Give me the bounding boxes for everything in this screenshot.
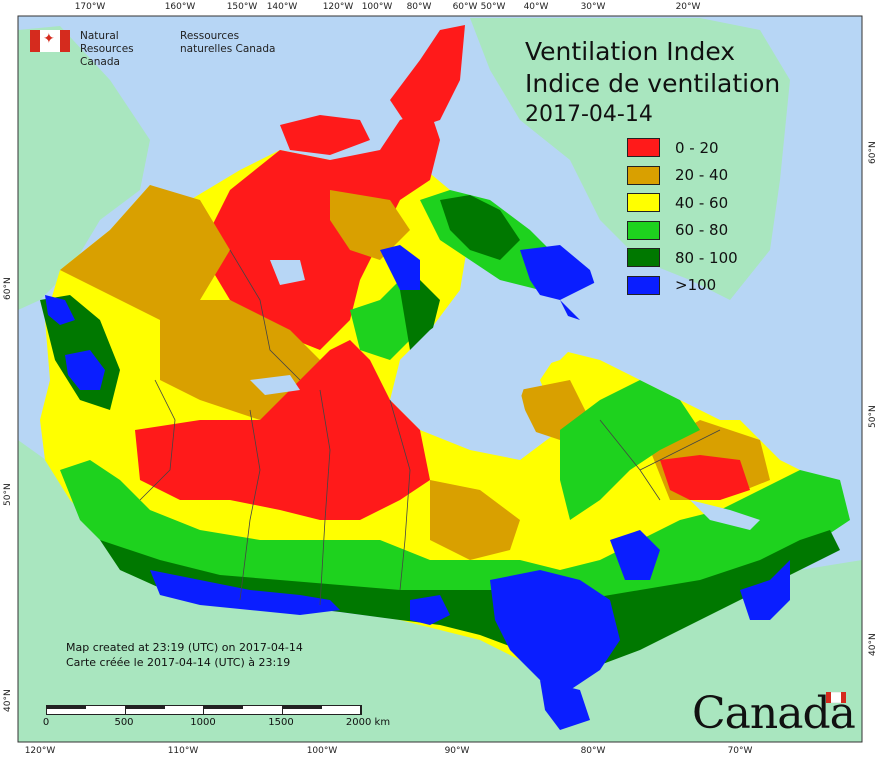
graticule-label: 80°W — [580, 746, 606, 756]
graticule-label: 40°N — [3, 689, 13, 712]
zone-ontario-blue — [490, 570, 620, 690]
legend-item: 0 - 20 — [627, 134, 738, 162]
zone-kitikmeot-orange — [330, 190, 410, 260]
zone-southampton-blue — [380, 245, 420, 290]
hudson-bay — [395, 290, 580, 460]
scale-bar-label: 0 — [42, 717, 50, 728]
nrcan-logo: Natural Resources Canada Ressources natu… — [30, 30, 290, 69]
graticule-label: 80°W — [406, 2, 432, 12]
zone-alaska-blue — [45, 295, 75, 325]
great-bear-lake — [270, 260, 305, 285]
legend-item: 20 - 40 — [627, 162, 738, 190]
graticule-label: 140°W — [266, 2, 298, 12]
zone-ellesmere-red — [390, 25, 465, 130]
zone-quebec-blue — [610, 530, 660, 580]
legend: 0 - 20 20 - 40 40 - 60 60 - 80 80 - 100 >100 — [627, 134, 738, 299]
scale-bar-graphic — [46, 705, 362, 715]
legend-swatch — [627, 165, 660, 185]
map-credits: Map created at 23:19 (UTC) on 2017-04-14… — [66, 640, 303, 670]
zone-arctic-red — [200, 110, 440, 350]
graticule-label: 40°N — [868, 633, 878, 656]
legend-swatch — [627, 248, 660, 268]
canada-ventilation-zones — [40, 25, 850, 730]
scale-bar-label: 500 — [114, 717, 134, 728]
zone-great-lakes-blue — [540, 680, 590, 730]
legend-label: 60 - 80 — [675, 221, 729, 240]
legend-item: 60 - 80 — [627, 217, 738, 245]
legend-swatch — [627, 138, 660, 158]
zone-islands-red — [280, 115, 370, 155]
boundaries — [139, 249, 721, 606]
legend-label: 20 - 40 — [675, 166, 729, 185]
logo-text-fr: Ressources naturelles Canada — [180, 30, 276, 55]
graticule-label: 150°W — [226, 2, 258, 12]
map-title: Ventilation Index Indice de ventilation … — [525, 36, 780, 130]
legend-item: 80 - 100 — [627, 244, 738, 272]
legend-label: >100 — [675, 276, 717, 295]
graticule-label: 20°W — [675, 2, 701, 12]
usa-landmass — [18, 440, 862, 742]
graticule-label: 60°W — [452, 2, 478, 12]
zone-manitoba-blue — [410, 595, 450, 625]
graticule-label: 40°W — [523, 2, 549, 12]
gulf-st-lawrence — [690, 500, 760, 530]
graticule-label: 50°N — [3, 483, 13, 506]
graticule-label: 60°N — [3, 277, 13, 300]
hudson-strait — [560, 280, 620, 320]
legend-label: 40 - 60 — [675, 193, 729, 212]
logo-text-en: Natural Resources Canada — [80, 30, 134, 68]
greenland-landmass — [470, 18, 790, 300]
graticule-label: 50°N — [868, 405, 878, 428]
legend-item: 40 - 60 — [627, 189, 738, 217]
graticule-label: 120°W — [24, 746, 56, 756]
graticule-label: 100°W — [361, 2, 393, 12]
wordmark-flag-icon — [826, 692, 846, 703]
title-date: 2017-04-14 — [525, 102, 653, 127]
scale-bar-label: 2000 km — [345, 717, 391, 728]
zone-baffin-darkgreen — [440, 195, 520, 260]
scale-bar-label: 1500 — [268, 717, 294, 728]
canada-flag-icon — [30, 30, 70, 52]
graticule-label: 60°N — [868, 141, 878, 164]
zone-labrador-green — [560, 380, 700, 520]
legend-swatch — [627, 220, 660, 240]
legend-item: >100 — [627, 272, 738, 300]
title-fr: Indice de ventilation — [525, 69, 781, 98]
title-en: Ventilation Index — [525, 37, 736, 66]
labrador-sea — [630, 330, 780, 420]
zone-prairies-red — [135, 340, 430, 520]
graticule-label: 50°W — [480, 2, 506, 12]
great-slave-lake — [250, 375, 300, 395]
scale-bar: 0 500 1000 1500 2000 km — [43, 705, 390, 728]
credit-fr: Carte créée le 2017-04-14 (UTC) à 23:19 — [66, 656, 291, 669]
zone-bc-north-blue — [65, 350, 105, 390]
zone-ontario-orange — [430, 480, 520, 560]
zone-maritimes-blue — [740, 560, 790, 620]
graticule-label: 160°W — [164, 2, 196, 12]
graticule-label: 170°W — [74, 2, 106, 12]
zone-prairie-border-blue — [150, 570, 340, 615]
legend-swatch — [627, 193, 660, 213]
zone-quebec-red — [660, 455, 750, 500]
zone-border-darkgreen — [100, 530, 840, 670]
credit-en: Map created at 23:19 (UTC) on 2017-04-14 — [66, 641, 303, 654]
legend-label: 0 - 20 — [675, 138, 719, 157]
graticule-label: 70°W — [727, 746, 753, 756]
legend-swatch — [627, 275, 660, 295]
graticule-label: 110°W — [167, 746, 199, 756]
legend-label: 80 - 100 — [675, 248, 738, 267]
graticule-label: 120°W — [322, 2, 354, 12]
alaska-landmass — [18, 26, 150, 310]
zone-yukon-orange — [60, 185, 230, 320]
graticule-label: 100°W — [306, 746, 338, 756]
graticule-label: 30°W — [580, 2, 606, 12]
graticule-label: 90°W — [444, 746, 470, 756]
scale-bar-label: 1000 — [190, 717, 216, 728]
